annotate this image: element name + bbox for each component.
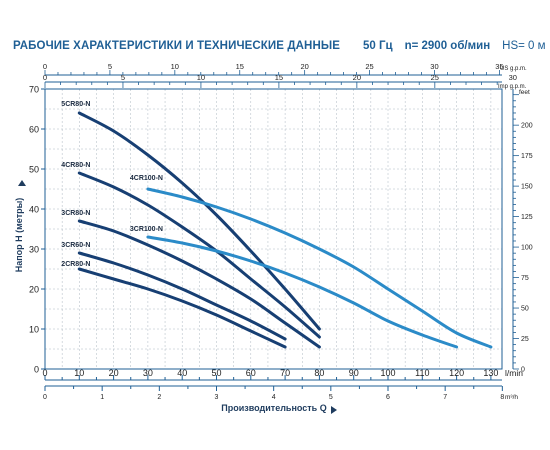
us-gpm-tick-label: 30 [430,62,438,71]
feet-tick-label: 125 [521,214,533,221]
x-tick-label: 40 [177,368,187,378]
y-tick-label: 30 [29,245,39,255]
x-tick-label: 50 [211,368,221,378]
curve-3cr60-n [77,251,287,341]
imp-gpm-tick-label: 5 [121,73,125,82]
m3h-tick-label: 0 [43,394,47,401]
feet-tick-label: 75 [521,275,529,282]
us-gpm-tick-label: 10 [171,62,179,71]
x-axis-arrow [331,406,337,414]
x-tick-label: 0 [42,368,47,378]
label-3cr80-n: 3CR80-N [61,210,90,217]
x-tick-label: 100 [380,368,395,378]
m3h-tick-label: 7 [443,394,447,401]
x-tick-label: 70 [280,368,290,378]
imp-gpm-tick-label: 25 [431,73,439,82]
feet-tick-label: 175 [521,153,533,160]
suction-height-label: HS= 0 м [502,40,546,52]
y-tick-label: 0 [34,365,39,375]
label-2cr80-n: 2CR80-N [61,261,90,268]
y-tick-label: 20 [29,285,39,295]
curve-4cr80-n [77,171,321,339]
x-tick-label: 130 [483,368,498,378]
curve-3cr100-n [146,235,459,349]
x-tick-label: 90 [349,368,359,378]
m3h-tick-label: 2 [157,394,161,401]
curve-5cr80-n [77,111,321,331]
x-tick-label: 60 [246,368,256,378]
m3h-tick-label: 4 [272,394,276,401]
feet-unit-label: feet [519,89,530,96]
x-axis-title: Производительность Q [221,403,326,413]
feet-tick-label: 200 [521,123,533,130]
series [77,111,493,349]
label-3cr60-n: 3CR60-N [61,242,90,249]
frequency-label: 50 Гц [363,40,393,52]
speed-label: n= 2900 об/мин [404,40,491,52]
curve-4cr100-n [146,187,493,349]
imp-gpm-tick-label: 0 [43,73,47,82]
x-tick-label: 30 [143,368,153,378]
x-tick-label: 20 [109,368,119,378]
feet-tick-label: 100 [521,245,533,252]
series-labels: 5CR80-N 4CR80-N 3CR80-N 3CR60-N 2CR80-N 4CR10… [61,101,163,268]
x-unit-label: l/min [505,368,523,378]
label-4cr100-n: 4CR100-N [130,175,163,182]
m3h-tick-label: 5 [329,394,333,401]
us-gpm-tick-label: 35 [495,62,503,71]
us-gpm-unit-label: US g.p.m. [500,66,527,72]
feet-tick-label: 25 [521,336,529,343]
imp-gpm-tick-label: 20 [353,73,361,82]
y-tick-label: 50 [29,165,39,175]
feet-tick-label: 150 [521,184,533,191]
us-gpm-tick-label: 25 [365,62,373,71]
y-tick-label: 70 [29,85,39,95]
imp-gpm-tick-label: 15 [275,73,283,82]
label-4cr80-n: 4CR80-N [61,162,90,169]
us-gpm-tick-label: 0 [43,62,47,71]
label-5cr80-n: 5CR80-N [61,101,90,108]
y-tick-label: 60 [29,125,39,135]
curve-3cr80-n [77,219,321,349]
x-tick-label: 80 [314,368,324,378]
imp-gpm-unit-label: Imp g.p.m. [498,84,527,90]
x-tick-label: 10 [74,368,84,378]
imp-gpm-tick-label: 10 [197,73,205,82]
us-gpm-tick-label: 20 [300,62,308,71]
operating-conditions: 50 Гц n= 2900 об/мин HS= 0 м [363,40,546,52]
m3h-tick-label: 3 [215,394,219,401]
y-tick-label: 10 [29,325,39,335]
feet-tick-label: 50 [521,306,529,313]
y-axis-arrow [18,180,26,186]
m3h-tick-label: 8 [500,394,504,401]
us-gpm-tick-label: 15 [236,62,244,71]
m3h-tick-label: 1 [100,394,104,401]
m3h-unit-label: m³/h [505,394,518,401]
plot-frame [44,88,503,370]
feet-tick-label: 0 [521,367,525,374]
y-axis-title: Напор H (метры) [14,198,24,273]
m3h-tick-label: 6 [386,394,390,401]
y-tick-label: 40 [29,205,39,215]
curve-2cr80-n [77,267,287,349]
imp-gpm-tick-label: 30 [509,73,517,82]
x-tick-label: 120 [449,368,464,378]
x-tick-label: 110 [415,368,429,378]
us-gpm-tick-label: 5 [108,62,112,71]
page-title: РАБОЧИЕ ХАРАКТЕРИСТИКИ И ТЕХНИЧЕСКИЕ ДАН… [13,40,340,52]
label-3cr100-n: 3CR100-N [130,226,163,233]
